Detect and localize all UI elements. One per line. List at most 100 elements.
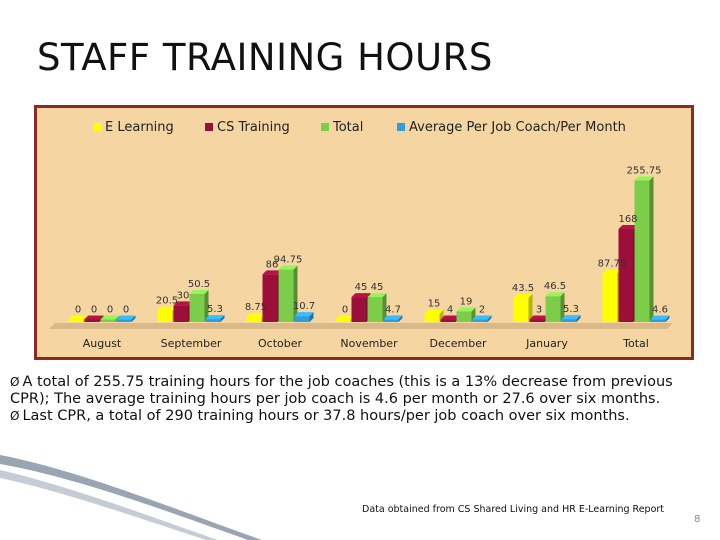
- source-note: Data obtained from CS Shared Living and …: [362, 504, 665, 515]
- bar-side: [220, 315, 225, 322]
- x-tick-label: October: [258, 337, 302, 350]
- bar-front: [294, 316, 310, 322]
- arrow-bullet-icon: Ø: [10, 375, 20, 389]
- chart-floor-plane: [49, 323, 673, 329]
- bar-total-october: [278, 265, 298, 322]
- bar-front: [545, 296, 561, 322]
- bar-front: [173, 305, 189, 322]
- bar-front: [367, 297, 383, 322]
- legend-label: Average Per Job Coach/Per Month: [409, 120, 626, 135]
- page-number: 8: [694, 514, 701, 525]
- bar-average-per-job-coach-per-month-october: [294, 312, 314, 322]
- bar-side: [293, 265, 298, 322]
- bar-e-learning-january: [513, 293, 533, 322]
- legend-swatch: [205, 123, 213, 131]
- bar-total-total: [634, 176, 654, 322]
- bar-top: [100, 315, 120, 320]
- data-label: 43.5: [512, 283, 534, 294]
- bar-chart: E Learning CS Training Total Average Per Jo…: [49, 120, 673, 350]
- x-tick-label: Total: [622, 337, 649, 350]
- bar-side: [649, 176, 654, 322]
- legend-swatch: [397, 123, 405, 131]
- data-label: 5.3: [563, 304, 579, 315]
- bar-front: [84, 319, 100, 322]
- bar-top: [246, 313, 266, 318]
- data-label: 50.5: [188, 279, 210, 290]
- data-label: 0: [123, 305, 129, 316]
- bar-top: [650, 315, 670, 320]
- data-label: 86: [266, 259, 279, 270]
- bar-top: [157, 306, 177, 311]
- data-label: 2: [479, 305, 485, 316]
- bar-front: [246, 317, 262, 322]
- data-label: 10.7: [293, 301, 315, 312]
- data-label: 0: [75, 305, 81, 316]
- data-label: 19: [460, 296, 473, 307]
- data-label: 30: [177, 290, 190, 301]
- data-label: 94.75: [274, 255, 303, 266]
- bar-front: [634, 180, 650, 322]
- bar-average-per-job-coach-per-month-november: [383, 315, 403, 322]
- data-label: 3: [536, 305, 542, 316]
- bar-top: [351, 293, 371, 298]
- bar-front: [278, 269, 294, 322]
- data-label: 8.75: [245, 302, 267, 313]
- bar-front: [189, 294, 205, 322]
- bar-total-september: [189, 290, 209, 322]
- chart-legend: E Learning CS Training Total Average Per Jo…: [93, 120, 626, 135]
- bar-side: [560, 292, 565, 322]
- data-label: 255.75: [627, 165, 662, 176]
- bar-top: [294, 312, 314, 317]
- legend-swatch: [93, 123, 101, 131]
- bar-top: [116, 315, 136, 320]
- legend-item-3: Total: [321, 120, 363, 135]
- bar-front: [335, 319, 351, 322]
- bar-front: [602, 273, 618, 322]
- bar-top: [278, 265, 298, 270]
- bullet-text-2: Last CPR, a total of 290 training hours …: [22, 408, 630, 424]
- bar-total-january: [545, 292, 565, 322]
- bar-total-november: [367, 293, 387, 322]
- bar-top: [634, 176, 654, 181]
- legend-label: Total: [332, 120, 363, 135]
- data-label: 4.6: [652, 304, 668, 315]
- legend-label: CS Training: [217, 120, 290, 135]
- bullet-text-1: A total of 255.75 training hours for the…: [10, 374, 673, 407]
- bar-side: [487, 315, 492, 322]
- bar-top: [561, 315, 581, 320]
- bar-top: [513, 293, 533, 298]
- bar-front: [529, 319, 545, 322]
- bar-front: [262, 274, 278, 322]
- bar-top: [456, 307, 476, 312]
- data-label: 15: [428, 299, 441, 310]
- bar-front: [440, 319, 456, 322]
- bar-front: [561, 319, 577, 322]
- bar-top: [205, 315, 225, 320]
- bar-side: [309, 312, 314, 322]
- bar-average-per-job-coach-per-month-december: [472, 315, 492, 322]
- bar-top: [173, 301, 193, 306]
- bar-average-per-job-coach-per-month-september: [205, 315, 225, 322]
- data-label: 45: [371, 282, 384, 293]
- bar-side: [665, 315, 670, 322]
- bar-front: [456, 311, 472, 322]
- bar-front: [424, 313, 440, 322]
- bar-top: [367, 293, 387, 298]
- data-label: 0: [107, 305, 113, 316]
- bar-top: [472, 315, 492, 320]
- bar-top: [424, 309, 444, 314]
- arrow-bullet-icon: Ø: [10, 409, 20, 423]
- bar-front: [618, 228, 634, 322]
- data-label: 4.7: [385, 304, 401, 315]
- bar-front: [513, 297, 529, 322]
- bar-top: [68, 315, 88, 320]
- bar-front: [68, 319, 84, 322]
- bullet-item-2: Ø Last CPR, a total of 290 training hours…: [10, 408, 700, 425]
- data-label: 87.75: [598, 258, 627, 269]
- legend-item-2: CS Training: [205, 120, 290, 135]
- x-tick-label: January: [525, 337, 568, 350]
- data-label: 0: [91, 305, 97, 316]
